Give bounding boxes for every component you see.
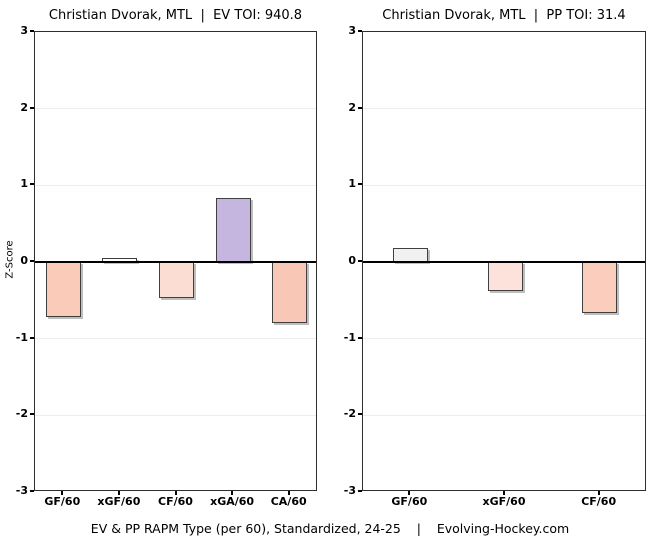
y-tick-mark [358, 336, 362, 339]
y-tick-mark [358, 106, 362, 109]
y-tick-label: -2 [343, 407, 356, 421]
bar-xgf-60 [487, 262, 523, 292]
y-tick-mark [358, 490, 362, 492]
y-tick-mark [30, 336, 34, 339]
y-tick-mark [358, 260, 362, 262]
x-tick-label: CF/60 [158, 495, 193, 508]
x-tick-mark [117, 491, 120, 495]
x-tick-mark [408, 491, 411, 495]
pp-chart-panel [362, 31, 646, 491]
bar-gf-60 [45, 262, 81, 318]
gridline [363, 108, 645, 110]
y-tick-label: 3 [348, 24, 356, 37]
y-tick-mark [30, 106, 34, 109]
y-tick-label: 1 [20, 177, 28, 191]
y-tick-label: 0 [20, 254, 28, 267]
bar-gf-60 [392, 248, 428, 262]
y-tick-label: -3 [15, 484, 28, 497]
x-tick-mark [174, 491, 177, 495]
gridline [35, 108, 316, 110]
x-tick-label: GF/60 [44, 495, 81, 508]
gridline [363, 184, 645, 186]
x-tick-label: xGF/60 [482, 495, 526, 508]
x-tick-mark [287, 491, 290, 495]
gridline [35, 184, 316, 186]
chart-title-pp: Christian Dvorak, MTL | PP TOI: 31.4 [382, 8, 626, 23]
y-tick-mark [358, 30, 362, 32]
x-tick-mark [597, 491, 600, 495]
x-tick-mark [503, 491, 505, 495]
y-tick-mark [358, 413, 362, 416]
chart-title-ev: Christian Dvorak, MTL | EV TOI: 940.8 [48, 8, 303, 23]
y-tick-label: 1 [348, 177, 356, 191]
x-tick-label: CA/60 [270, 495, 307, 508]
ev-chart-panel [34, 31, 317, 491]
bar-cf-60 [159, 262, 194, 299]
figure-caption: EV & PP RAPM Type (per 60), Standardized… [90, 521, 570, 536]
y-tick-label: -2 [15, 407, 28, 421]
bar-cf-60 [582, 262, 618, 313]
zero-line [35, 261, 316, 263]
y-tick-mark [30, 490, 34, 492]
y-tick-label: -3 [343, 484, 356, 497]
y-tick-mark [30, 30, 34, 32]
y-tick-label: 2 [348, 100, 356, 114]
x-tick-label: xGF/60 [97, 495, 141, 508]
y-tick-label: 0 [348, 254, 356, 267]
x-tick-label: GF/60 [391, 495, 428, 508]
y-tick-label: -1 [343, 330, 356, 344]
bar-ca-60 [272, 262, 308, 324]
y-tick-mark [30, 413, 34, 416]
y-tick-label: 2 [20, 100, 28, 114]
x-tick-label: CF/60 [581, 495, 617, 508]
x-tick-mark [61, 491, 64, 495]
y-tick-mark [30, 260, 34, 262]
y-tick-mark [358, 183, 362, 186]
zero-line [363, 261, 645, 263]
y-tick-label: -1 [15, 330, 28, 344]
y-tick-mark [30, 183, 34, 186]
gridline [35, 338, 316, 340]
bar-xga-60 [215, 198, 251, 262]
y-tick-label: 3 [20, 24, 28, 37]
x-tick-mark [231, 491, 234, 495]
x-tick-label: xGA/60 [210, 495, 255, 508]
gridline [363, 414, 645, 416]
gridline [35, 414, 316, 416]
gridline [363, 338, 645, 340]
